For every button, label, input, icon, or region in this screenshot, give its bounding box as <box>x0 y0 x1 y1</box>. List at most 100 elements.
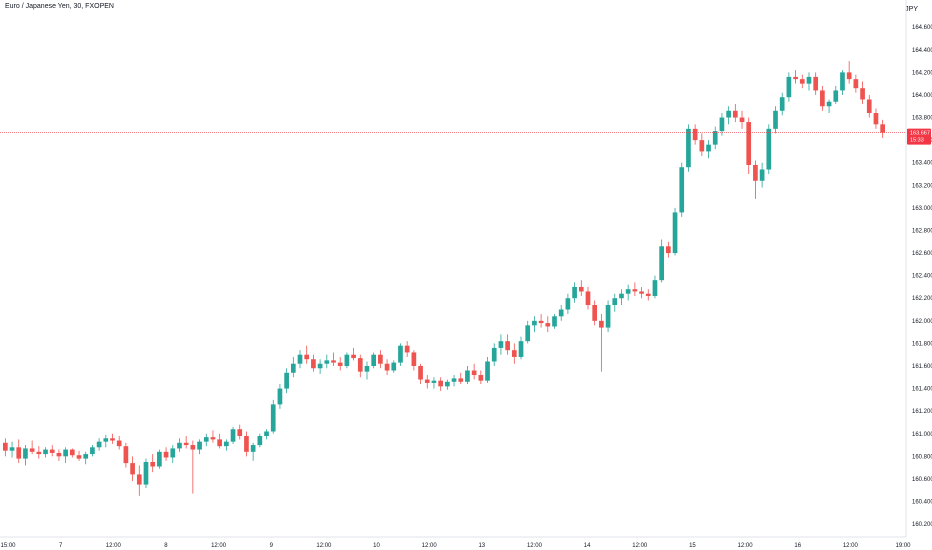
candle-body <box>217 439 222 447</box>
candle <box>277 384 283 409</box>
candle-body <box>511 350 517 357</box>
candle-body <box>183 442 189 446</box>
y-tick-label: 163.200 <box>912 183 932 189</box>
y-tick-label: 161.400 <box>912 387 932 393</box>
candle <box>846 61 852 84</box>
candle-body <box>351 354 356 359</box>
candle-body <box>404 345 410 353</box>
candle <box>712 126 718 150</box>
candle <box>384 359 390 376</box>
candle <box>599 314 604 372</box>
candle-body <box>398 345 403 363</box>
candle <box>686 124 691 172</box>
candle-body <box>853 79 859 89</box>
time-axis[interactable]: 15:00 7 12:00 8 12:00 9 12:00 10 12:00 13 12:00 14 1… <box>0 536 911 549</box>
candle-body <box>103 438 109 442</box>
candle-body <box>746 122 752 165</box>
candle-body <box>311 359 316 369</box>
candle <box>652 275 658 299</box>
candle <box>458 372 464 385</box>
candle-body <box>244 436 249 452</box>
candle-body <box>632 289 638 292</box>
candle <box>505 334 510 355</box>
x-tick-label: 12:00 <box>527 543 543 549</box>
candle-body <box>424 379 430 383</box>
candle-body <box>498 341 504 348</box>
y-tick-label: 162.400 <box>912 274 932 280</box>
candle <box>56 449 62 461</box>
candle-body <box>532 320 537 326</box>
candle-body <box>706 144 711 152</box>
candle <box>572 282 577 303</box>
candle-body <box>43 449 48 455</box>
candle-body <box>652 280 658 296</box>
candle <box>203 433 209 447</box>
candle-body <box>478 375 484 381</box>
candle <box>766 124 772 175</box>
y-tick-label: 162.600 <box>912 251 932 257</box>
candle-body <box>659 246 664 281</box>
candle-body <box>578 286 584 292</box>
candle-body <box>645 293 651 296</box>
candle <box>311 354 316 372</box>
candle <box>779 92 785 116</box>
price-axis[interactable]: 164.600 164.400 164.200 164.000 163.800 163.6… <box>905 0 932 537</box>
candle-body <box>150 461 156 467</box>
candle-body <box>344 354 350 366</box>
candle <box>23 445 28 466</box>
candle-body <box>123 446 129 464</box>
candle <box>578 280 584 296</box>
candle-body <box>264 431 269 437</box>
candle <box>545 316 551 333</box>
candle <box>491 343 497 366</box>
candle-body <box>599 320 604 328</box>
x-tick-label: 16 <box>794 543 801 549</box>
y-tick-label: 163.800 <box>912 116 932 122</box>
candle-body <box>445 381 450 387</box>
candle-body <box>726 110 731 118</box>
candle <box>304 345 310 364</box>
candle-body <box>143 461 149 485</box>
candle-body <box>840 72 845 91</box>
candle-body <box>157 451 162 467</box>
y-tick-label: 164.000 <box>912 93 932 99</box>
candle <box>297 350 303 369</box>
candle-body <box>337 362 343 366</box>
x-tick-label: 10 <box>373 543 380 549</box>
candle <box>753 160 758 199</box>
candle-body <box>23 448 28 459</box>
y-tick-label: 161.600 <box>912 364 932 370</box>
candle-body <box>833 90 839 102</box>
candle-body <box>63 449 68 457</box>
candle <box>632 282 638 296</box>
candle-body <box>357 358 363 372</box>
price-tag-bg <box>907 128 931 145</box>
candle <box>76 450 82 461</box>
candle <box>692 124 698 145</box>
x-tick-label: 12:00 <box>632 543 648 549</box>
y-tick-label: 162.800 <box>912 228 932 234</box>
candle-body <box>224 441 229 447</box>
y-tick-label: 162.000 <box>912 319 932 325</box>
x-tick-label: 15:00 <box>0 543 16 549</box>
candle <box>391 360 397 373</box>
candle <box>143 458 149 488</box>
candle <box>672 207 678 256</box>
candle-body <box>672 212 678 254</box>
candle <box>793 70 798 84</box>
candle-body <box>813 76 819 91</box>
candle-body <box>190 445 196 450</box>
candle <box>666 241 671 258</box>
x-tick-label: 7 <box>59 543 63 549</box>
candle-body <box>69 449 75 456</box>
candle <box>853 74 859 93</box>
x-tick-label: 19:00 <box>895 543 911 549</box>
candle-body <box>304 354 310 360</box>
candle-body <box>411 352 417 366</box>
candle <box>826 99 832 114</box>
y-tick-label: 162.200 <box>912 296 932 302</box>
candle <box>860 81 865 104</box>
candle-body <box>739 117 745 123</box>
candle <box>237 424 243 440</box>
